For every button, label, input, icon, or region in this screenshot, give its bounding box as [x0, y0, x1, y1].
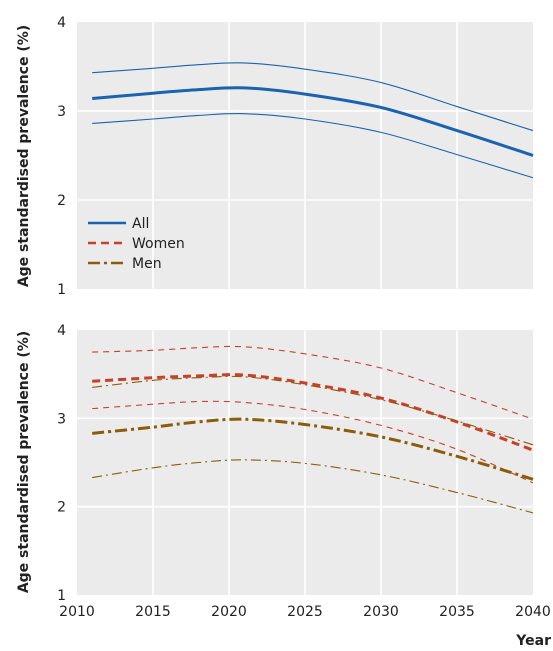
y-tick-label: 4 — [57, 15, 66, 31]
series-men-lower-bound — [92, 459, 534, 514]
x-tick-label: 2015 — [135, 604, 171, 620]
y-tick-label: 1 — [57, 282, 66, 298]
legend-label-women: Women — [132, 236, 185, 252]
top-gridlines — [77, 22, 533, 289]
legend-label-men: Men — [132, 256, 162, 272]
legend-label-all: All — [132, 216, 149, 232]
series-all-upper-bound — [92, 62, 534, 132]
x-tick-label: 2030 — [363, 604, 399, 620]
x-axis-label: Year — [515, 633, 551, 649]
series-all-lower-bound — [92, 112, 534, 179]
bottom-y-axis-label: Age standardised prevalence (%) — [16, 331, 32, 593]
top-y-tick-labels: 1 2 3 4 — [57, 15, 66, 298]
bottom-series-group — [92, 345, 534, 514]
y-tick-label: 2 — [57, 500, 66, 516]
top-y-axis-label: Age standardised prevalence (%) — [16, 25, 32, 287]
series-men-line — [92, 417, 534, 481]
bottom-y-tick-labels: 1 2 3 4 — [57, 323, 66, 604]
x-tick-label: 2035 — [439, 604, 475, 620]
series-women-line — [92, 373, 534, 452]
x-tick-label: 2040 — [515, 604, 551, 620]
top-panel: 1 2 3 4 Age standardised prevalence (%) All… — [16, 15, 534, 298]
y-tick-label: 3 — [57, 104, 66, 120]
x-tick-label: 2010 — [59, 604, 95, 620]
top-series-group — [92, 62, 534, 179]
bottom-panel: 1 2 3 4 2010 2015 2020 2025 2030 2035 2040 Age st… — [16, 323, 551, 649]
bottom-x-tick-labels: 2010 2015 2020 2025 2030 2035 2040 — [59, 604, 551, 620]
y-tick-label: 4 — [57, 323, 66, 339]
legend: All Women Men — [88, 216, 185, 272]
series-women-upper-bound — [92, 345, 534, 420]
y-tick-label: 1 — [57, 588, 66, 604]
series-women-lower-bound — [92, 400, 534, 484]
bottom-gridlines — [77, 330, 533, 595]
y-tick-label: 3 — [57, 411, 66, 427]
y-tick-label: 2 — [57, 193, 66, 209]
series-men-upper-bound — [92, 375, 534, 446]
x-tick-label: 2020 — [211, 604, 247, 620]
x-tick-label: 2025 — [287, 604, 323, 620]
series-all-line — [92, 86, 534, 157]
